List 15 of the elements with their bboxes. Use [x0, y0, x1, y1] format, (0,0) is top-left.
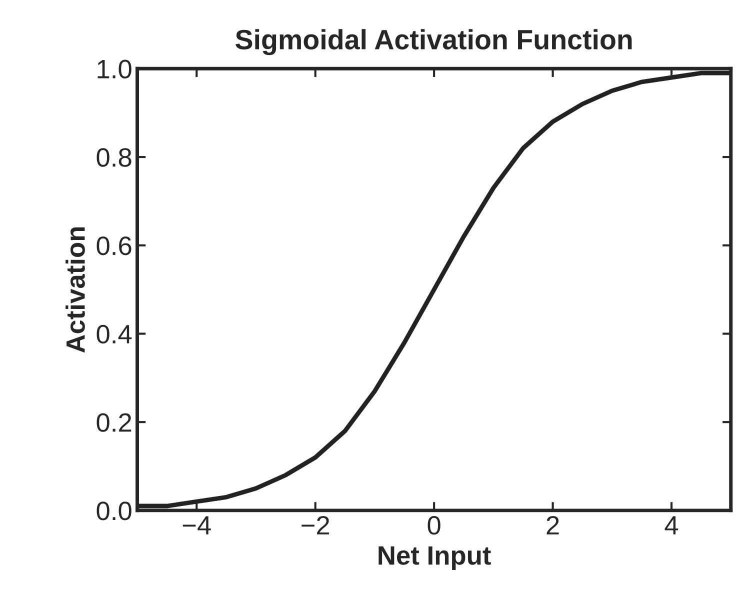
- y-tick-label: 0.8: [96, 148, 132, 167]
- x-tick-label: 4: [664, 516, 678, 534]
- x-axis-title: Net Input: [378, 546, 491, 570]
- y-tick-label: 0.4: [96, 324, 132, 344]
- x-tick-label: −4: [182, 516, 211, 534]
- y-axis-title: Activation: [66, 227, 85, 353]
- x-tick-label: 0: [428, 516, 440, 535]
- chart-title: Sigmoidal Activation Function: [236, 29, 632, 56]
- y-tick-label: 1.0: [98, 60, 132, 78]
- x-tick-label: 2: [546, 516, 559, 534]
- y-tick-label: 0.6: [96, 236, 132, 256]
- line-series: [137, 70, 731, 508]
- y-tick-label: 0.2: [96, 413, 132, 432]
- x-tick-label: −2: [302, 516, 330, 534]
- y-tick-label: 0.0: [96, 502, 132, 520]
